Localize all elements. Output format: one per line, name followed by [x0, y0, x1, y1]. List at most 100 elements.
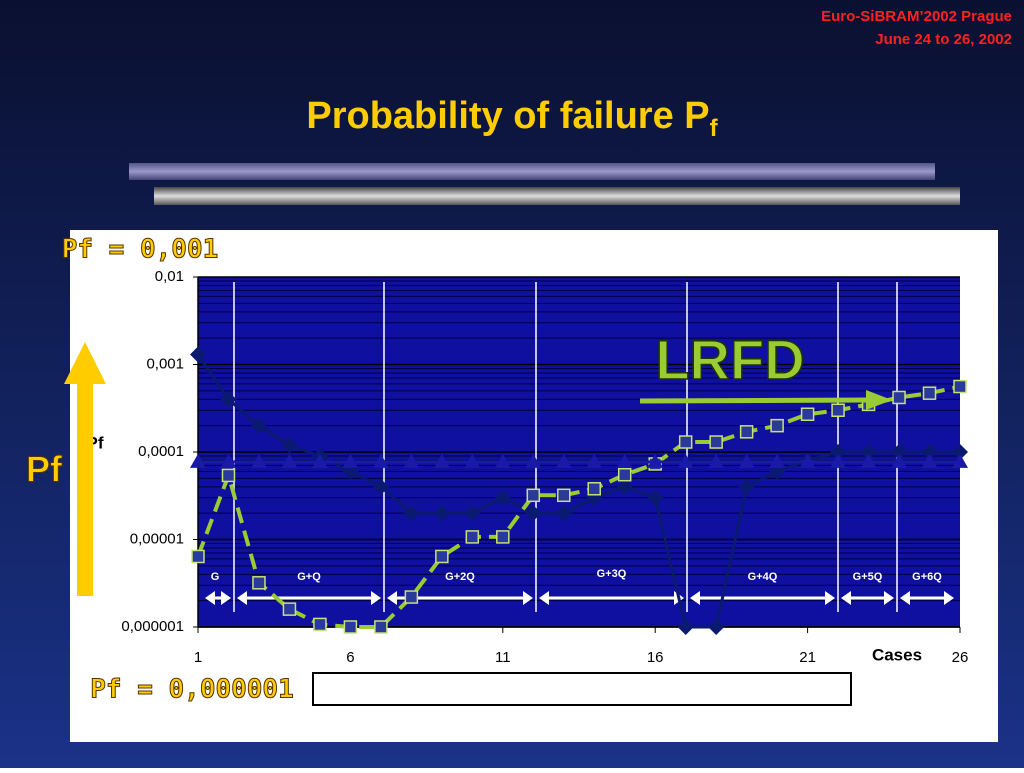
data-point	[464, 505, 481, 522]
data-point	[435, 549, 449, 564]
data-point	[952, 444, 968, 460]
region-arrow-head	[371, 591, 381, 605]
data-point	[191, 549, 205, 564]
data-point	[220, 453, 237, 468]
region-arrow-head	[523, 591, 533, 605]
data-point	[494, 453, 511, 468]
y-tick-label: 0,0001	[138, 443, 184, 460]
arrow-line	[639, 397, 871, 404]
data-point	[555, 505, 572, 522]
region-arrow-head	[387, 591, 397, 605]
data-point	[282, 602, 297, 616]
data-point	[433, 505, 450, 522]
region-arrow-head	[237, 591, 247, 605]
y-tick-label: 0,00001	[130, 530, 184, 547]
region-arrow-head	[944, 591, 954, 605]
data-point	[647, 453, 664, 468]
decor-bar	[129, 163, 935, 180]
data-point	[860, 444, 877, 460]
data-point	[313, 617, 327, 632]
data-point	[464, 453, 481, 468]
x-tick-label: 21	[799, 649, 816, 666]
region-label: G+Q	[297, 571, 321, 583]
data-point	[860, 453, 877, 468]
title: Probability of failure Pf	[306, 95, 718, 142]
data-point	[372, 453, 389, 468]
plot-series	[190, 346, 968, 635]
data-point	[891, 444, 908, 460]
x-tick-label: 1	[194, 649, 202, 666]
title-text: Probability of failure P	[306, 95, 709, 137]
region-label: G+2Q	[445, 571, 475, 583]
data-point	[555, 453, 572, 468]
data-point	[830, 444, 847, 460]
data-point	[465, 530, 480, 544]
data-point	[526, 488, 541, 503]
data-point	[739, 425, 754, 439]
data-point	[800, 407, 815, 422]
data-point	[770, 418, 784, 433]
x-tick-label: 6	[346, 649, 354, 666]
data-point	[343, 620, 358, 634]
data-point	[677, 619, 694, 635]
data-point	[281, 437, 298, 454]
region-arrow-head	[884, 591, 894, 605]
data-point	[738, 453, 755, 468]
decor-bar	[154, 187, 960, 205]
annotation: Pf = 0,000001	[90, 675, 294, 705]
region-label: G+4Q	[748, 571, 778, 583]
data-point	[616, 453, 633, 468]
data-point	[311, 453, 328, 468]
y-tick-label: 0,001	[146, 355, 184, 372]
region-arrow-head	[690, 591, 700, 605]
data-point	[374, 620, 388, 634]
data-point	[281, 453, 298, 468]
data-point	[252, 576, 266, 590]
data-point	[557, 488, 571, 503]
data-point	[709, 435, 723, 449]
region-label: G+6Q	[912, 571, 942, 583]
y-tick-label: 0,000001	[121, 618, 184, 635]
data-point	[891, 453, 908, 468]
region-label: G+5Q	[853, 571, 883, 583]
data-point	[892, 390, 906, 405]
x-tick-label: 26	[952, 649, 969, 666]
annotation: Pf = 0,001	[62, 235, 219, 265]
region-arrow-head	[539, 591, 549, 605]
data-point	[953, 379, 967, 394]
data-point	[250, 453, 267, 468]
data-point	[586, 453, 603, 468]
data-point	[799, 453, 816, 468]
x-tick-label: 16	[647, 649, 664, 666]
data-point	[525, 453, 542, 468]
data-point	[616, 478, 633, 495]
legend-box	[312, 672, 852, 706]
region-arrow-head	[900, 591, 910, 605]
data-point	[952, 453, 968, 468]
region-arrow-head	[205, 591, 215, 605]
region-arrow-head	[825, 591, 835, 605]
annotation: Pf	[26, 449, 63, 490]
data-point	[769, 453, 786, 468]
data-point	[190, 453, 206, 468]
data-point	[372, 478, 389, 495]
data-point	[647, 489, 664, 506]
data-point	[587, 482, 601, 496]
data-point	[342, 453, 359, 468]
data-point	[738, 478, 755, 495]
data-point	[190, 346, 206, 363]
header-line: June 24 to 26, 2002	[875, 31, 1012, 48]
header-line: Euro-SiBRAM’2002 Prague	[821, 8, 1012, 25]
data-point	[708, 619, 725, 635]
data-point	[708, 453, 725, 468]
data-point	[220, 391, 237, 408]
data-point	[221, 468, 236, 483]
data-point	[496, 530, 510, 544]
data-point	[403, 453, 420, 468]
arrow-up	[64, 342, 106, 596]
region-label: G+3Q	[597, 568, 627, 580]
data-point	[525, 505, 542, 522]
region-arrow-head	[841, 591, 851, 605]
